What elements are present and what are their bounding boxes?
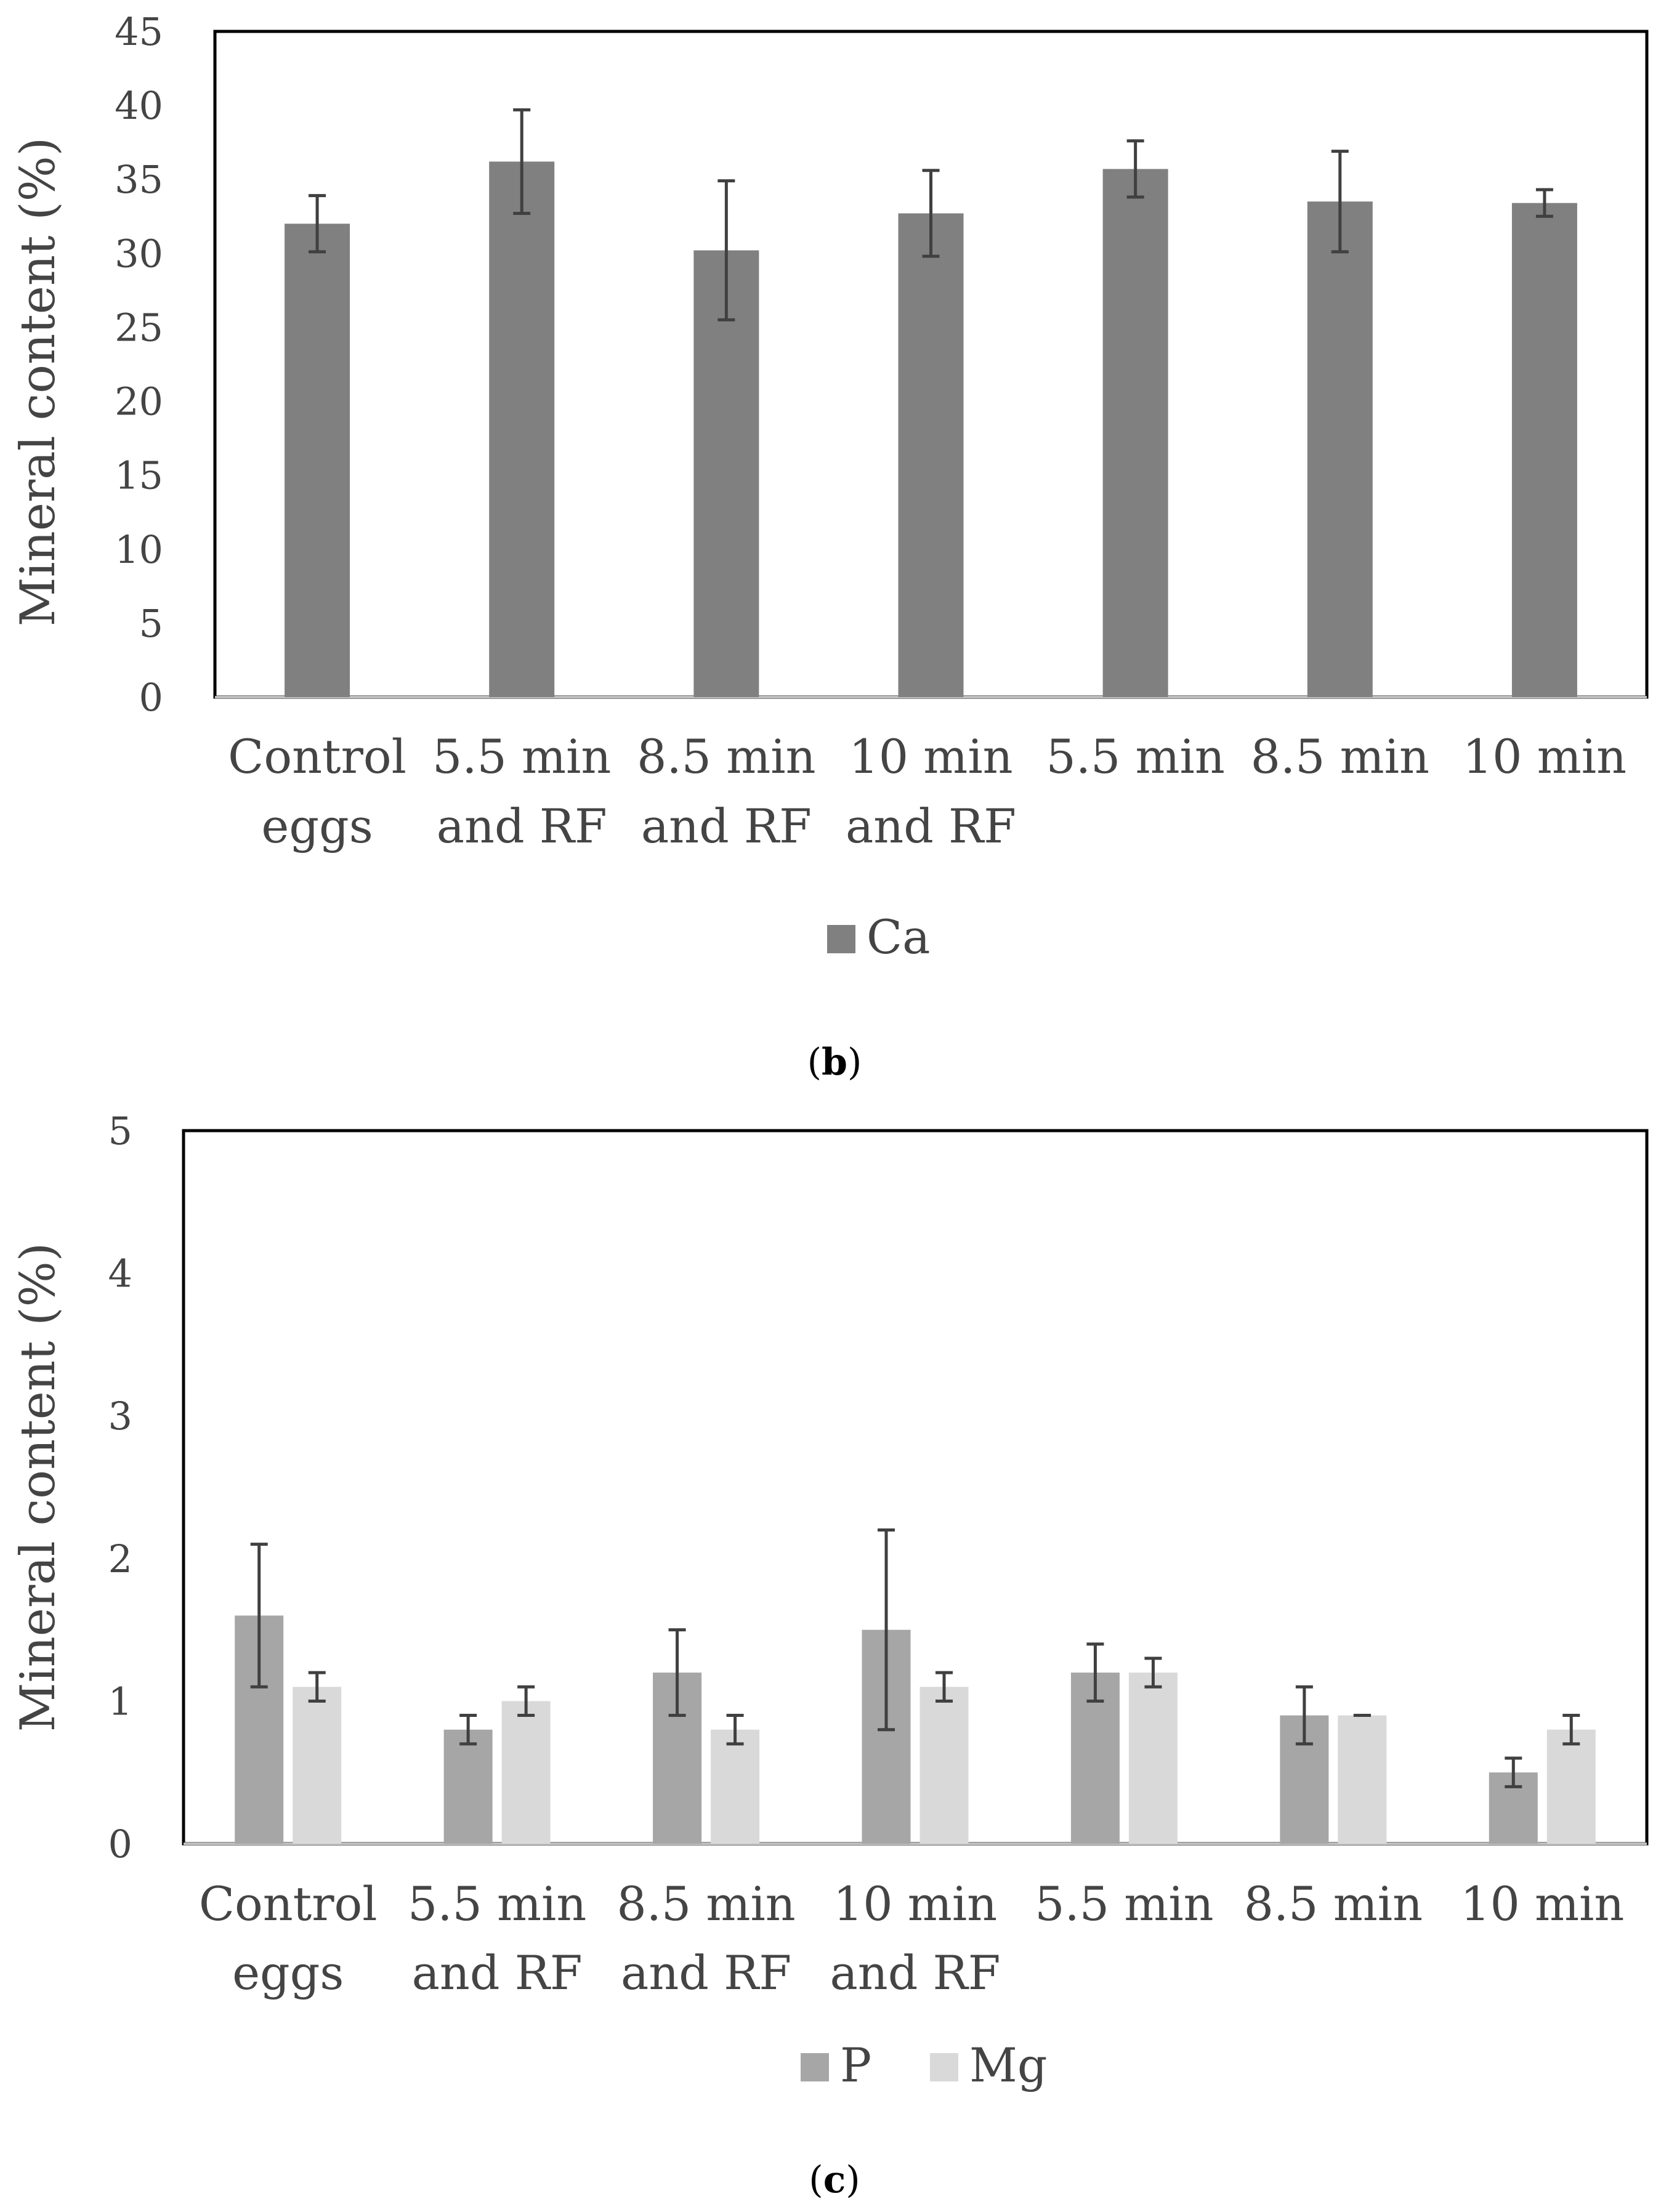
legend-swatch-mg bbox=[930, 2053, 958, 2081]
panel-label: (b) bbox=[807, 1041, 862, 1084]
bar-ca bbox=[1307, 201, 1373, 697]
error-bar bbox=[717, 179, 735, 321]
x-category-label: and RF bbox=[830, 1945, 1000, 2000]
error-bar bbox=[459, 1714, 477, 1746]
error-bar bbox=[922, 169, 940, 258]
bar-mg bbox=[501, 1701, 551, 1844]
error-bar bbox=[513, 108, 531, 215]
plot-frame bbox=[182, 1129, 1649, 1846]
panel-label-open: ( bbox=[809, 2158, 823, 2202]
x-category-label: 5.5 min bbox=[408, 1876, 586, 1931]
bar-ca bbox=[898, 213, 964, 697]
error-bar bbox=[1535, 188, 1553, 218]
y-tick-label: 40 bbox=[115, 83, 163, 128]
x-category-label: 5.5 min bbox=[1035, 1876, 1213, 1931]
panel-label-close: ) bbox=[846, 2158, 860, 2202]
y-tick-label: 1 bbox=[108, 1679, 132, 1724]
x-category-label: eggs bbox=[261, 799, 373, 854]
panel-label-letter: b bbox=[822, 1041, 847, 1084]
bar-ca bbox=[1102, 169, 1168, 697]
legend-label-p: P bbox=[840, 2038, 871, 2093]
x-category-label: eggs bbox=[232, 1945, 344, 2000]
error-bar bbox=[1505, 1756, 1522, 1788]
y-tick-label: 0 bbox=[108, 1822, 132, 1867]
error-bar bbox=[1562, 1714, 1580, 1746]
y-tick-label: 4 bbox=[108, 1251, 132, 1296]
x-category-label: 5.5 min bbox=[1046, 729, 1224, 784]
error-bar bbox=[250, 1543, 268, 1689]
x-category-label: Control bbox=[199, 1876, 378, 1931]
legend-label-mg: Mg bbox=[969, 2038, 1047, 2093]
error-bar bbox=[309, 194, 326, 254]
x-category-label: 10 min bbox=[1463, 729, 1627, 784]
legend-swatch-p bbox=[801, 2053, 829, 2081]
error-bar bbox=[1144, 1657, 1162, 1689]
error-bar bbox=[1331, 150, 1349, 254]
x-category-label: 8.5 min bbox=[1251, 729, 1429, 784]
chart-c-phosphorus-magnesium: 0 1 2 3 4 5 Mineral content (%) Control eggs 5.5 … bbox=[10, 1108, 1649, 2202]
x-category-label: 5.5 min bbox=[432, 729, 611, 784]
y-tick-label: 30 bbox=[115, 231, 163, 276]
bar-ca bbox=[489, 161, 555, 697]
bar-ca bbox=[285, 224, 350, 697]
error-bar bbox=[878, 1528, 895, 1732]
x-category-label: 8.5 min bbox=[637, 729, 815, 784]
error-bar bbox=[517, 1685, 535, 1718]
x-category-label: 10 min bbox=[849, 729, 1012, 784]
x-category-label: Control bbox=[228, 729, 406, 784]
y-tick-label: 5 bbox=[139, 601, 163, 646]
x-category-label: and RF bbox=[621, 1945, 791, 2000]
x-category-label: and RF bbox=[641, 799, 812, 854]
error-bar bbox=[1295, 1685, 1313, 1746]
legend-swatch-ca bbox=[827, 925, 855, 953]
bar-mg bbox=[293, 1687, 342, 1844]
bar-p bbox=[443, 1729, 493, 1844]
x-category-label: and RF bbox=[412, 1945, 583, 2000]
y-tick-label: 5 bbox=[108, 1108, 132, 1153]
y-tick-label: 35 bbox=[115, 157, 163, 202]
bar-ca bbox=[1511, 203, 1577, 697]
error-bar bbox=[668, 1628, 686, 1718]
x-category-label: and RF bbox=[437, 799, 607, 854]
error-bar bbox=[308, 1671, 326, 1703]
y-tick-label: 45 bbox=[115, 9, 163, 54]
y-tick-label: 25 bbox=[115, 305, 163, 350]
panel-label-open: ( bbox=[807, 1041, 822, 1084]
bar-mg bbox=[1338, 1715, 1387, 1844]
bar-mg bbox=[919, 1687, 969, 1844]
x-category-label: 8.5 min bbox=[616, 1876, 795, 1931]
y-tick-label: 10 bbox=[115, 527, 163, 572]
panel-label-close: ) bbox=[847, 1041, 862, 1084]
x-category-label: 8.5 min bbox=[1244, 1876, 1423, 1931]
error-bar bbox=[726, 1714, 744, 1746]
legend-label-ca: Ca bbox=[867, 910, 930, 964]
bar-ca bbox=[693, 250, 759, 697]
y-axis-label: Mineral content (%) bbox=[10, 1243, 66, 1732]
y-tick-label: 2 bbox=[108, 1536, 132, 1581]
y-axis-label: Mineral content (%) bbox=[10, 137, 66, 626]
error-bar bbox=[1086, 1642, 1104, 1703]
chart-b-calcium: 0 5 10 15 20 25 30 35 40 45 Mineral content (%) Con… bbox=[10, 9, 1649, 1084]
error-bar bbox=[936, 1671, 953, 1703]
y-tick-label: 0 bbox=[139, 675, 163, 720]
panel-label: (c) bbox=[809, 2158, 860, 2202]
x-category-label: 10 min bbox=[833, 1876, 997, 1931]
panel-label-letter: c bbox=[823, 2158, 846, 2202]
bar-mg bbox=[1128, 1673, 1178, 1844]
y-tick-label: 15 bbox=[115, 453, 163, 498]
x-category-label: and RF bbox=[846, 799, 1016, 854]
bar-mg bbox=[711, 1729, 760, 1844]
y-tick-label: 3 bbox=[108, 1394, 132, 1439]
y-tick-label: 20 bbox=[115, 379, 163, 424]
bar-mg bbox=[1546, 1729, 1596, 1844]
x-category-label: 10 min bbox=[1460, 1876, 1624, 1931]
error-bar bbox=[1126, 139, 1144, 199]
